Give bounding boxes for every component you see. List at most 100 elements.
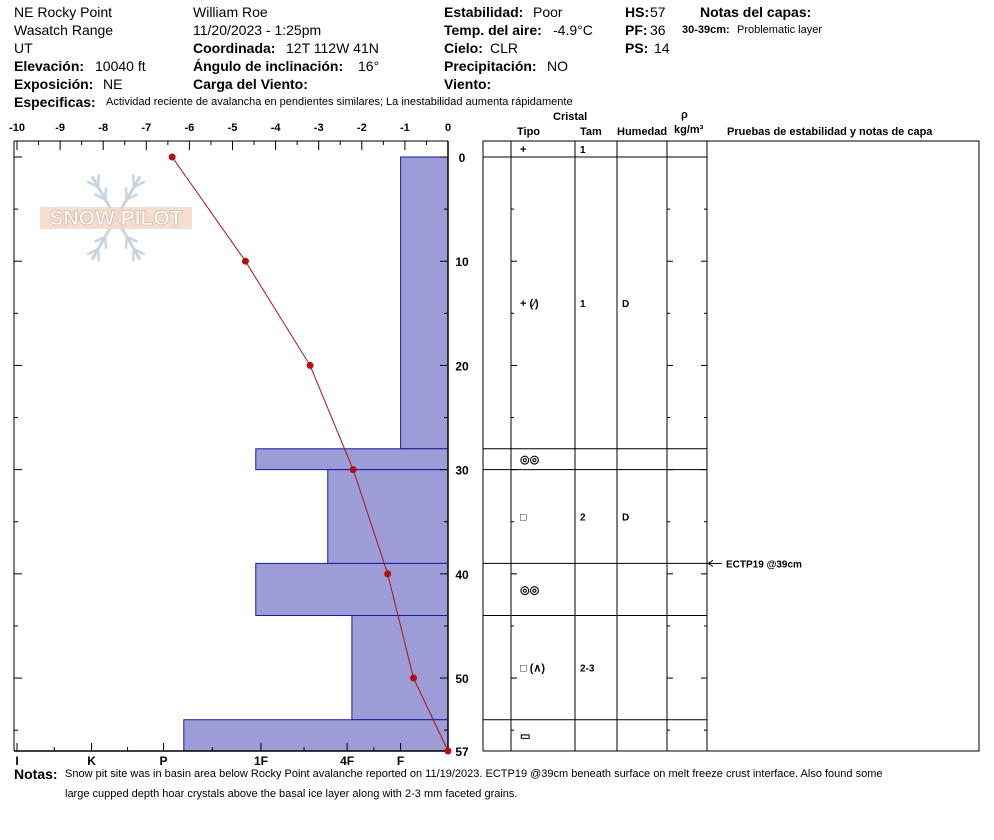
notes-line-2: large cupped depth hoar crystals above t… <box>65 788 518 800</box>
pf-label: PF: <box>625 22 648 38</box>
ps-value: 14 <box>654 40 670 56</box>
snowflake-branch <box>124 236 129 249</box>
temperature-point <box>168 153 176 161</box>
stability-value: Poor <box>533 4 563 20</box>
mountain-range: Wasatch Range <box>14 22 114 38</box>
layer-moisture-1: D <box>622 299 629 310</box>
notes-line-1: Snow pit site was in basin area below Ro… <box>65 768 883 780</box>
snowflake-branch <box>126 235 139 244</box>
temp-tick-label: -2 <box>357 122 367 134</box>
snowflake-branch <box>86 180 99 188</box>
incline-label: Ángulo de inclinación: <box>193 58 344 74</box>
temperature-point <box>384 570 392 578</box>
snowflake-branch <box>133 180 146 188</box>
specifics-text: Actividad reciente de avalancha en pendi… <box>106 96 573 108</box>
depth-tick-label: 10 <box>455 255 469 269</box>
tests-header: Pruebas de estabilidad y notas de capa <box>727 126 933 138</box>
density-unit: kg/m³ <box>674 124 704 136</box>
location-name: NE Rocky Point <box>14 4 113 20</box>
pf-value: 36 <box>650 22 666 38</box>
hardness-tick-label: 4F <box>340 754 354 768</box>
layer-size-0: 1 <box>580 145 586 156</box>
snowflake-branch <box>131 249 136 262</box>
aspect-value: NE <box>103 76 123 92</box>
depth-tick-label: 40 <box>455 568 469 582</box>
observation-datetime: 11/20/2023 - 1:25pm <box>193 22 322 38</box>
table-border <box>482 140 980 752</box>
incline-value: 16° <box>358 58 380 74</box>
precipitation-value: NO <box>547 58 568 74</box>
temp-tick-label: 0 <box>445 122 451 134</box>
temp-tick-label: -6 <box>185 122 195 134</box>
moisture-header: Humedad <box>617 126 668 138</box>
depth-tick-label: 0 <box>459 151 466 165</box>
snowflake-branch <box>126 192 139 201</box>
temp-tick-label: -8 <box>98 122 108 134</box>
layer-moisture-3: D <box>622 513 629 524</box>
elevation-label: Elevación: <box>14 58 85 74</box>
sky-label: Cielo: <box>444 40 483 56</box>
size-header: Tam <box>580 126 602 138</box>
ps-label: PS: <box>625 40 649 56</box>
aspect-label: Exposición: <box>14 76 94 92</box>
temp-tick-label: -3 <box>314 122 324 134</box>
snowpilot-logo: SNOW PILOT <box>40 174 192 262</box>
layer-note-text: Problematic layer <box>737 24 822 36</box>
layer-type-0: + <box>520 144 526 156</box>
hardness-bar-2 <box>327 469 449 564</box>
layer-table: +1 + (⁄) 1 D ◎◎ □ 2 D ◎◎ □ (∧) 2-3 ▭ ECTP19 @39cm <box>482 140 980 752</box>
hardness-bar-5 <box>183 719 449 752</box>
state: UT <box>14 40 33 56</box>
hardness-tick-label: I <box>15 754 18 768</box>
logo-band <box>40 207 192 229</box>
type-header: Tipo <box>517 126 541 138</box>
layer-type-6: ▭ <box>520 730 530 742</box>
depth-tick-label: 30 <box>455 464 469 478</box>
snowflake-branch <box>96 249 101 262</box>
hardness-bar-0 <box>400 156 449 450</box>
temp-tick-label: -9 <box>55 122 65 134</box>
hardness-tick-label: P <box>160 754 168 768</box>
hs-value: 57 <box>650 4 666 20</box>
layer-type-2: ◎◎ <box>520 454 540 466</box>
temp-tick-label: -5 <box>228 122 238 134</box>
hardness-tick-label: K <box>87 754 96 768</box>
layer-size-5: 2-3 <box>580 664 595 675</box>
hardness-bar-3 <box>255 562 449 617</box>
layer-size-3: 2 <box>580 513 586 524</box>
layer-note-range: 30-39cm: <box>682 24 730 36</box>
stability-label: Estabilidad: <box>444 4 524 20</box>
layer-type-1: + (⁄) <box>520 298 539 310</box>
hardness-bar-4 <box>351 615 449 721</box>
sky-value: CLR <box>490 40 519 56</box>
layer-notes-title: Notas del capas: <box>700 4 812 20</box>
layer-type-4: ◎◎ <box>520 584 540 596</box>
snowflake-branch <box>124 187 129 200</box>
depth-bottom-label: 57 <box>455 745 469 759</box>
coordinate-value: 12T 112W 41N <box>286 40 379 56</box>
snowflake-branch <box>103 187 108 200</box>
logo-text: SNOW PILOT <box>50 207 183 230</box>
snowflake-branch <box>133 248 146 256</box>
air-temp-label: Temp. del aire: <box>444 22 542 38</box>
hardness-tick-label: F <box>397 754 404 768</box>
snowflake-branch <box>86 248 99 256</box>
snowflake-branch <box>103 236 108 249</box>
wind-label: Viento: <box>444 76 492 92</box>
layer-type-3: □ <box>520 512 527 524</box>
temperature-point <box>241 257 249 265</box>
observer-name: William Roe <box>193 4 268 20</box>
temp-tick-label: -7 <box>141 122 151 134</box>
test-arrow-head <box>707 559 714 567</box>
layer-type-5: □ (∧) <box>520 663 545 675</box>
snowflake-branch <box>93 235 106 244</box>
hs-label: HS: <box>625 4 650 20</box>
depth-tick-label: 20 <box>455 359 469 373</box>
snowflake-branch <box>131 174 136 187</box>
wind-load-label: Carga del Viento: <box>193 76 308 92</box>
temperature-point <box>349 466 357 474</box>
specifics-label: Especificas: <box>14 94 96 110</box>
temp-tick-label: -4 <box>271 122 282 134</box>
